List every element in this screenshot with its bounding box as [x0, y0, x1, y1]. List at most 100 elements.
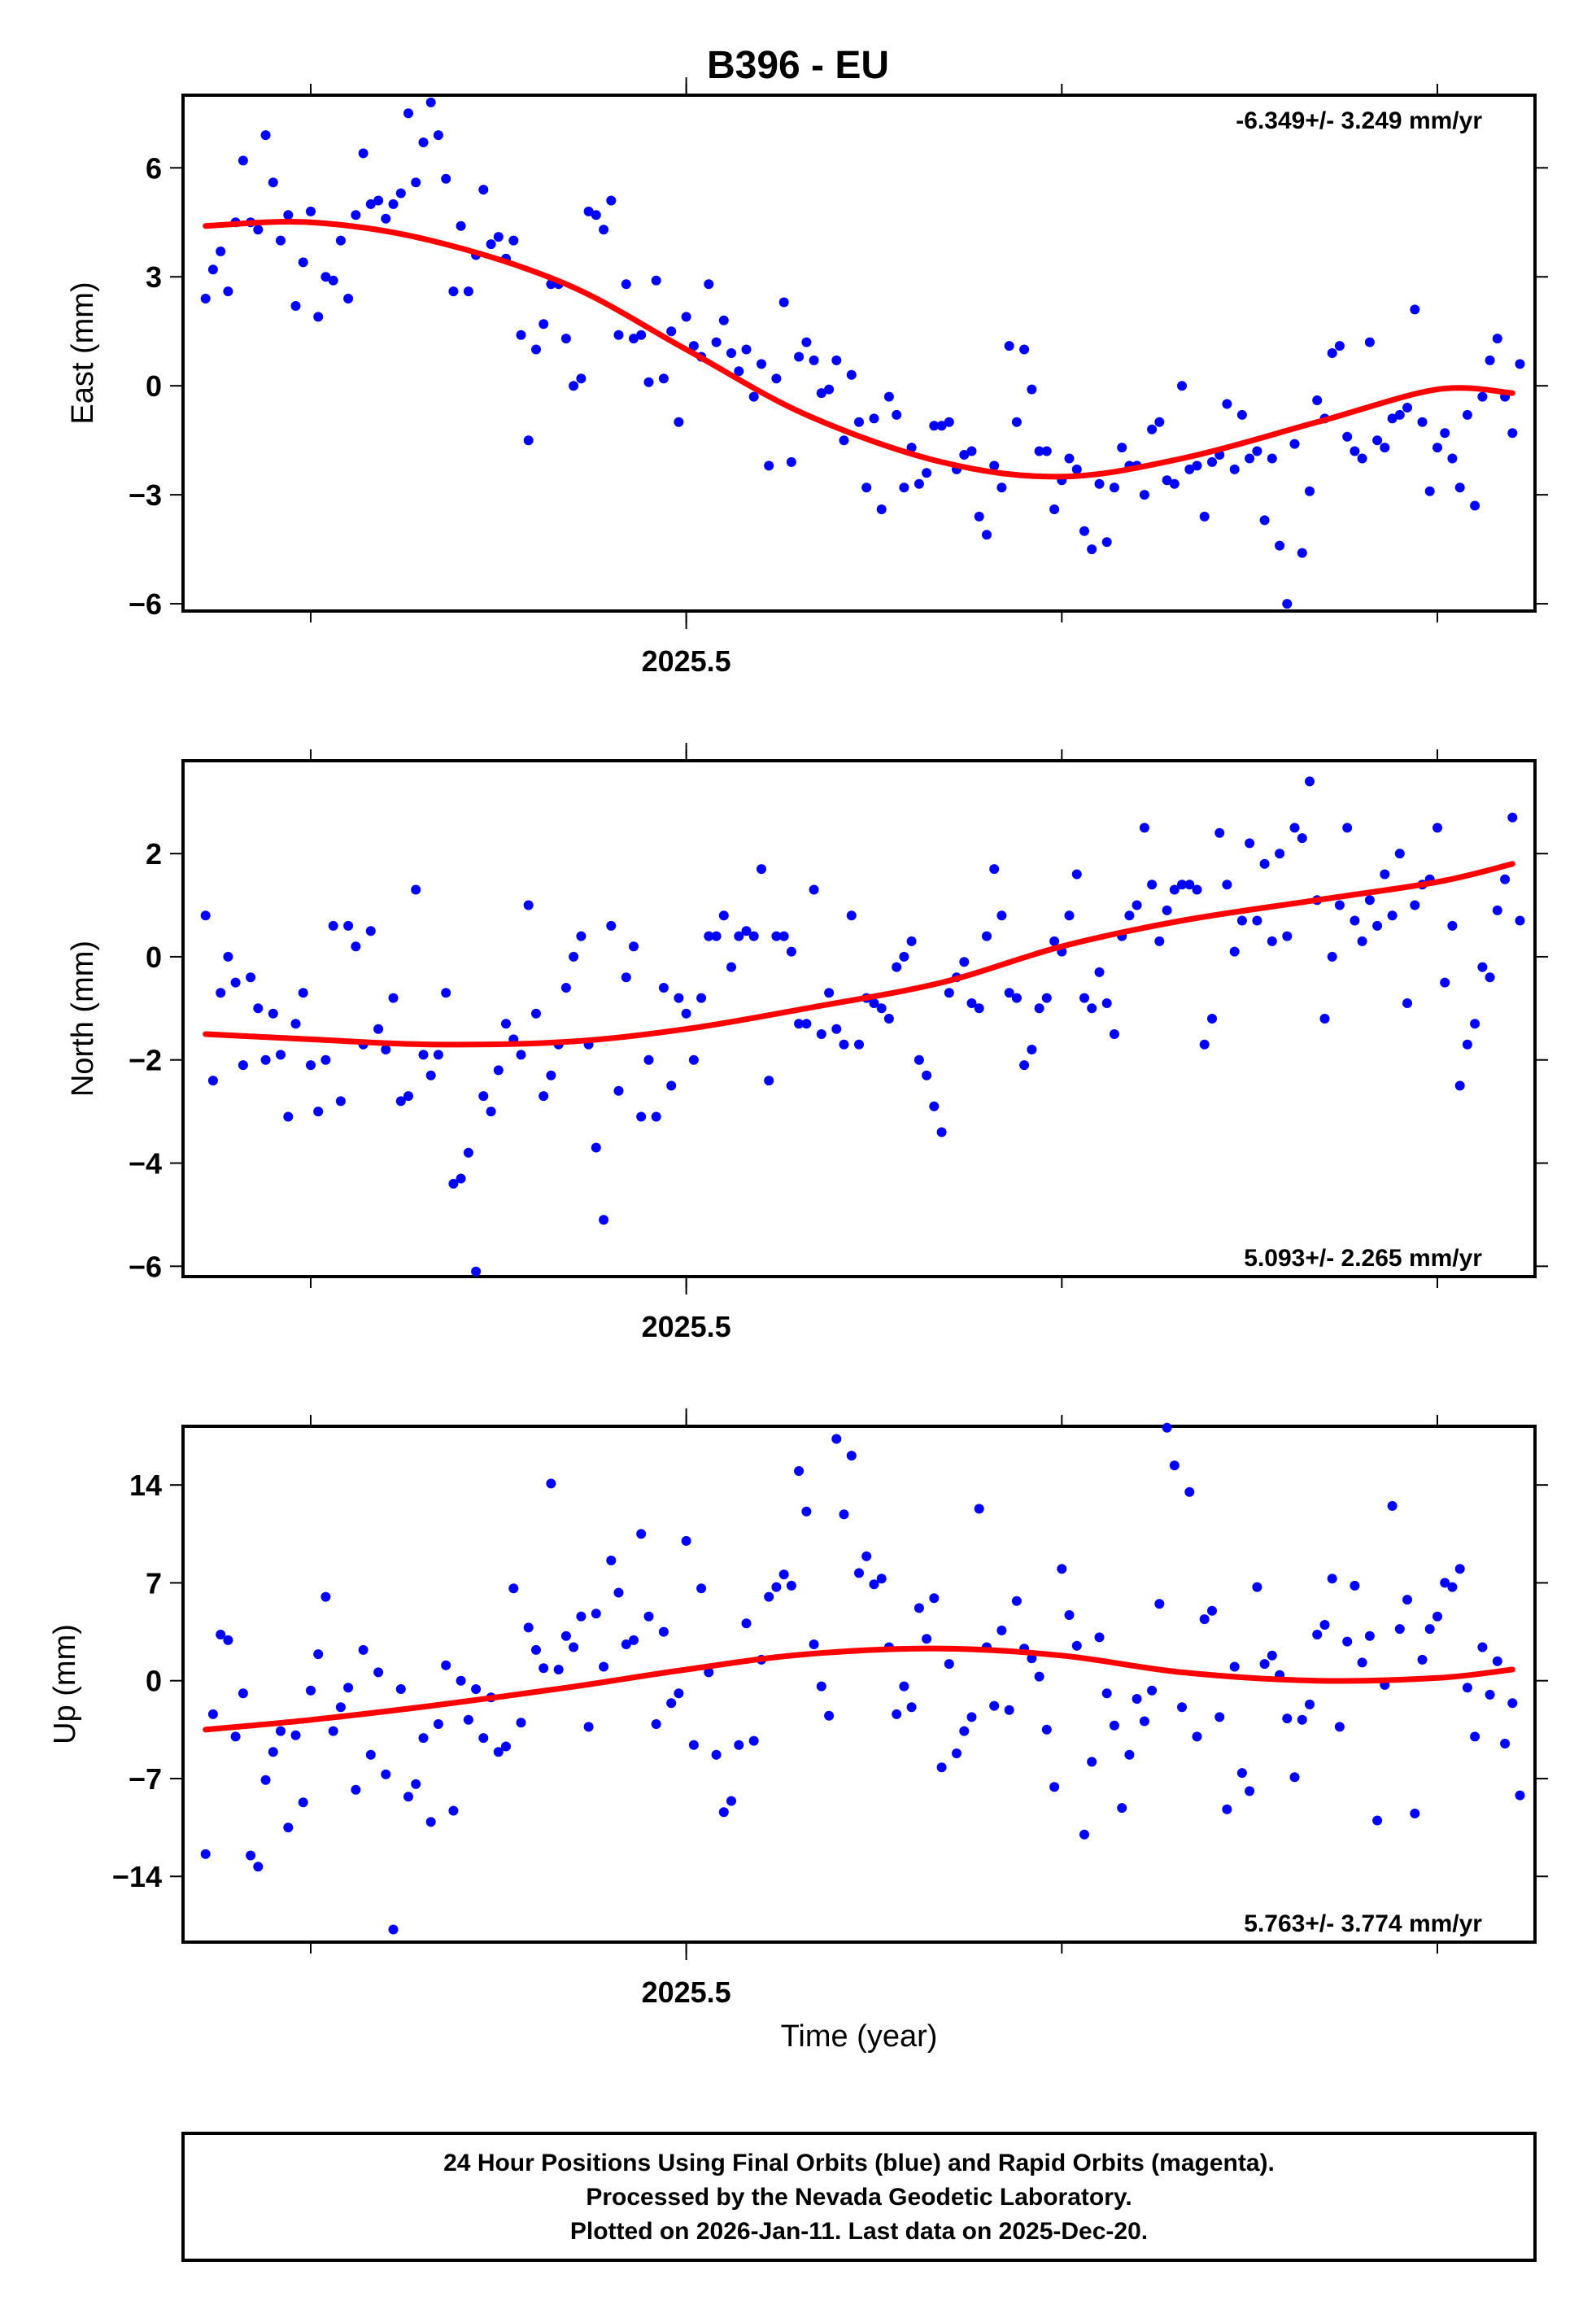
- east-data-point: [1492, 334, 1502, 344]
- east-data-point: [1387, 413, 1398, 424]
- up-data-point: [711, 1749, 722, 1760]
- east-data-point: [966, 446, 977, 456]
- east-data-point: [478, 185, 489, 195]
- north-data-point: [989, 864, 1000, 875]
- north-ytick-label: −2: [129, 1044, 162, 1077]
- east-data-point: [1094, 478, 1105, 489]
- north-data-point: [786, 946, 796, 957]
- north-data-point: [996, 910, 1007, 921]
- up-data-point: [1132, 1694, 1142, 1704]
- north-data-point: [1477, 962, 1488, 972]
- north-data-point: [418, 1050, 429, 1060]
- east-ytick-label: 6: [146, 151, 162, 185]
- east-data-point: [216, 247, 226, 256]
- east-data-point: [704, 279, 714, 290]
- east-data-point: [1192, 461, 1202, 471]
- north-data-point: [974, 1003, 984, 1014]
- up-data-point: [778, 1569, 789, 1580]
- up-data-point: [1372, 1815, 1383, 1826]
- up-panel: 2025.5 −14 −7 0 7 14 5.763+/- 3.774 mm/yr Up …: [48, 1408, 1548, 2009]
- up-data-point: [365, 1749, 376, 1760]
- up-data-point: [1350, 1580, 1360, 1591]
- east-data-point: [223, 286, 233, 297]
- east-data-point: [757, 359, 766, 369]
- north-data-point: [1034, 1003, 1044, 1014]
- north-data-point: [1334, 900, 1345, 910]
- up-data-point: [290, 1730, 301, 1740]
- up-data-point: [989, 1700, 1000, 1711]
- north-data-point: [1447, 920, 1458, 931]
- north-data-point: [433, 1050, 443, 1060]
- north-data-point: [388, 993, 399, 1003]
- up-data-point: [1101, 1688, 1112, 1699]
- up-data-point: [621, 1639, 631, 1649]
- north-data-point: [591, 1142, 601, 1153]
- east-data-point: [373, 195, 384, 206]
- north-data-point: [936, 1127, 947, 1137]
- up-data-point: [553, 1665, 564, 1674]
- north-data-point: [906, 936, 917, 946]
- north-data-point: [290, 1019, 301, 1029]
- up-ytick-label: 0: [146, 1665, 162, 1698]
- up-data-point: [411, 1779, 421, 1789]
- east-data-point: [486, 239, 496, 250]
- east-data-point: [1207, 456, 1217, 467]
- east-data-point: [343, 294, 354, 303]
- east-data-point: [1027, 384, 1037, 395]
- up-data-point: [1064, 1610, 1075, 1620]
- up-data-point: [523, 1622, 534, 1633]
- east-data-point: [1064, 453, 1075, 464]
- east-data-point: [1267, 453, 1277, 464]
- east-data-point: [741, 344, 752, 355]
- up-data-point: [260, 1775, 271, 1785]
- east-data-point: [1462, 409, 1472, 420]
- north-data-point: [1214, 827, 1225, 838]
- north-data-point: [1259, 858, 1270, 869]
- east-data-point: [809, 355, 819, 365]
- north-data-point: [1267, 936, 1277, 946]
- up-data-point: [583, 1722, 594, 1732]
- east-data-point: [816, 388, 826, 399]
- east-data-point: [1394, 409, 1405, 420]
- east-fit-line: [203, 219, 1515, 480]
- north-data-point: [711, 931, 722, 941]
- east-data-point: [1289, 439, 1300, 449]
- up-data-point: [861, 1551, 872, 1561]
- up-data-point: [726, 1796, 736, 1806]
- north-data-point: [1094, 967, 1105, 977]
- east-data-point: [1364, 337, 1375, 347]
- north-data-point: [1222, 880, 1232, 890]
- east-data-point: [636, 330, 647, 340]
- north-data-point: [1124, 910, 1135, 921]
- north-data-point: [606, 920, 617, 931]
- up-data-point: [1184, 1486, 1195, 1497]
- footer-line-2: Processed by the Nevada Geodetic Laborat…: [586, 2184, 1132, 2211]
- east-data-point: [1229, 464, 1240, 474]
- east-data-point: [681, 312, 691, 322]
- north-data-point: [1462, 1039, 1472, 1050]
- east-data-point: [1350, 446, 1360, 456]
- east-data-point: [1327, 348, 1337, 358]
- up-data-point: [786, 1580, 796, 1591]
- east-data-point: [365, 199, 376, 209]
- up-data-point: [734, 1740, 744, 1750]
- up-data-point: [794, 1466, 805, 1476]
- east-data-point: [1282, 599, 1293, 609]
- up-data-point: [246, 1850, 256, 1861]
- east-data-point: [959, 450, 970, 460]
- up-data-point: [1207, 1605, 1217, 1616]
- up-data-point: [216, 1630, 226, 1639]
- x-axis-label: Time (year): [781, 2019, 938, 2054]
- up-data-point: [230, 1731, 241, 1742]
- east-data-point: [290, 301, 301, 311]
- up-data-point: [441, 1660, 451, 1670]
- north-data-point: [1199, 1039, 1210, 1050]
- east-data-point: [403, 108, 413, 119]
- north-data-point: [629, 941, 639, 952]
- east-data-point: [335, 235, 346, 246]
- up-data-point: [1229, 1661, 1240, 1672]
- up-data-point: [696, 1583, 707, 1594]
- north-data-point: [381, 1045, 391, 1054]
- up-data-point: [1507, 1698, 1518, 1709]
